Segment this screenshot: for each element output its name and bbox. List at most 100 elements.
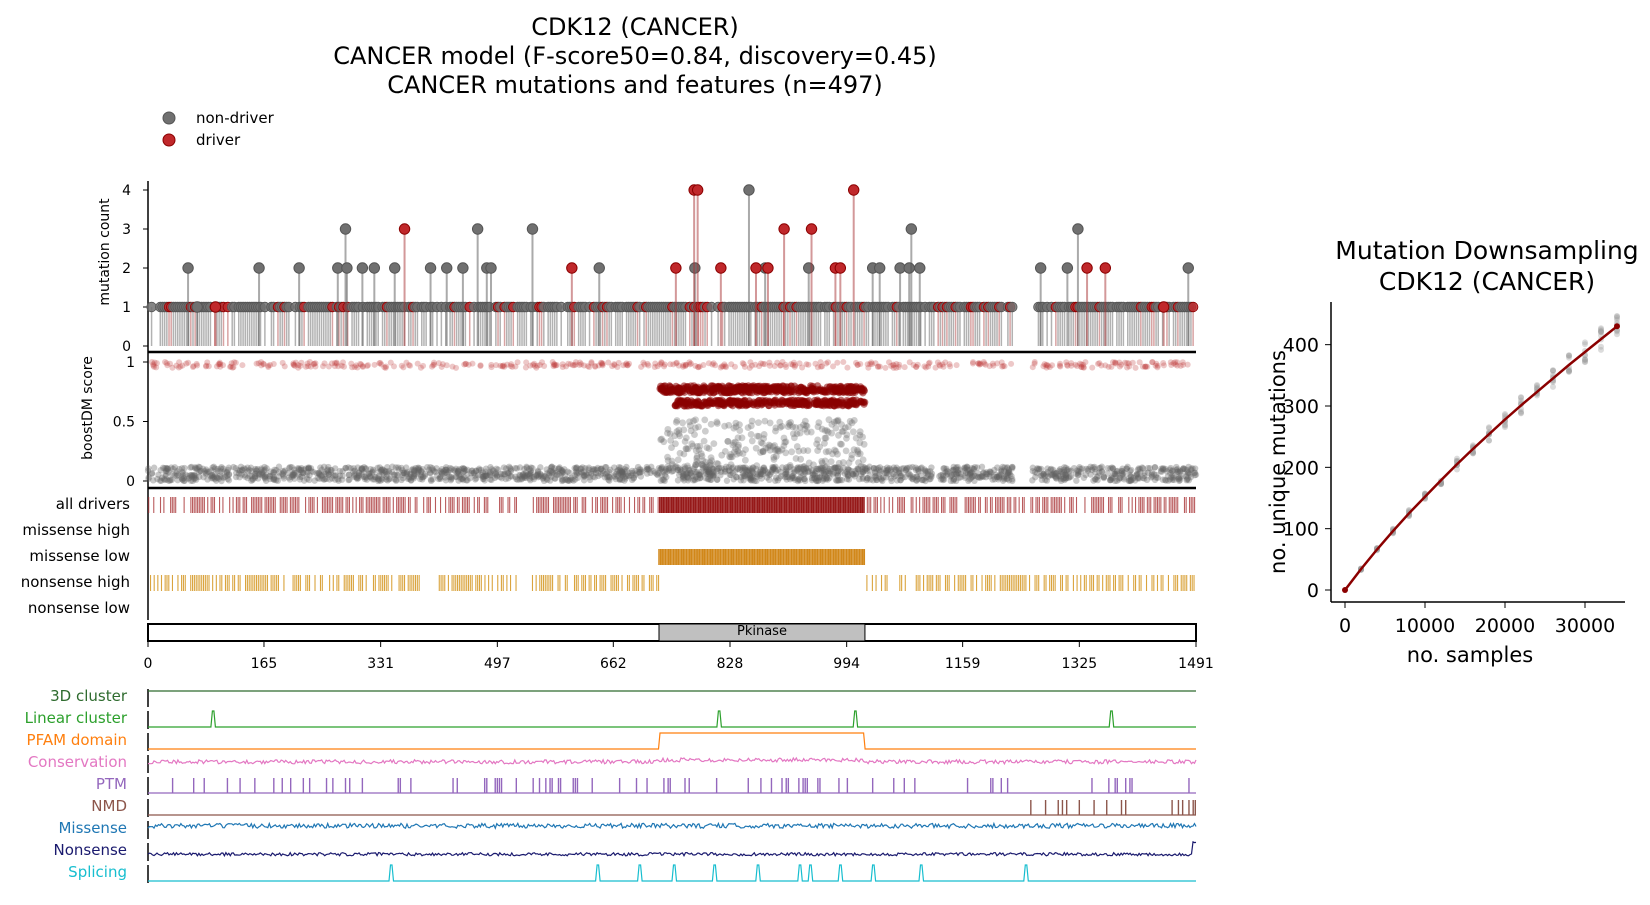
boostdm-non-driver-point [354, 475, 361, 483]
lollipop-non-driver-marker [1182, 262, 1194, 274]
boostdm-non-driver-point [747, 422, 755, 430]
boostdm-driver-point [435, 360, 442, 367]
boostdm-non-driver-point [761, 417, 769, 425]
boostdm-non-driver-point [873, 476, 880, 484]
boostdm-non-driver-point [286, 476, 294, 483]
boostdm-non-driver-point [1050, 470, 1057, 478]
boostdm-driver-point [970, 359, 977, 366]
boostdm-non-driver-point [1134, 466, 1142, 474]
boostdm-non-driver-point [471, 472, 479, 479]
boostdm-non-driver-point [519, 471, 527, 478]
boostdm-non-driver-point [214, 474, 221, 481]
boostdm-non-driver-point [437, 475, 444, 483]
boostdm-non-driver-point [298, 473, 305, 480]
boostdm-non-driver-point [1118, 467, 1125, 475]
boostdm-non-driver-point [900, 464, 907, 472]
boostdm-driver-point [1154, 364, 1161, 371]
boostdm-non-driver-point [1089, 464, 1097, 471]
boostdm-non-driver-point [472, 475, 480, 482]
boostdm-non-driver-point [167, 476, 174, 483]
boostdm-non-driver-point [792, 455, 800, 462]
boostdm-non-driver-point [818, 457, 826, 465]
boostdm-non-driver-point [410, 466, 418, 474]
boostdm-non-driver-point [835, 459, 843, 467]
boostdm-non-driver-point [209, 473, 216, 480]
boostdm-non-driver-point [702, 465, 710, 472]
boostdm-non-driver-point [1048, 472, 1055, 479]
boostdm-non-driver-point [779, 464, 786, 471]
feature-line-pfam-domain [148, 732, 1196, 750]
boostdm-non-driver-point [257, 470, 264, 477]
boostdm-non-driver-point [412, 464, 419, 472]
boostdm-non-driver-point [827, 458, 835, 466]
boostdm-non-driver-point [390, 471, 398, 478]
lollipop-driver-marker [209, 301, 222, 313]
boostdm-non-driver-point [657, 477, 665, 484]
boostdm-driver-point [292, 359, 299, 366]
lollipop-driver-marker [1081, 262, 1093, 274]
boostdm-non-driver-point [797, 463, 804, 471]
boostdm-non-driver-point [369, 468, 377, 475]
boostdm-non-driver-point [1126, 471, 1134, 479]
boostdm-driver-point [383, 363, 390, 370]
feature-track-label: 3D cluster [50, 687, 128, 705]
boostdm-non-driver-point [1185, 463, 1192, 471]
boostdm-non-driver-point [1073, 477, 1080, 484]
boostdm-non-driver-point [375, 477, 382, 485]
boostdm-non-driver-point [714, 460, 722, 468]
boostdm-non-driver-point [907, 474, 915, 481]
boostdm-non-driver-point [787, 418, 795, 426]
boostdm-non-driver-point [1091, 463, 1098, 471]
boostdm-driver-point [1001, 363, 1008, 370]
boostdm-non-driver-point [362, 474, 370, 481]
boostdm-non-driver-point [838, 421, 845, 429]
boostdm-non-driver-point [679, 419, 686, 427]
boostdm-non-driver-point [937, 472, 945, 479]
boostdm-non-driver-point [453, 473, 460, 481]
position-x-tick-label: 497 [484, 656, 511, 672]
boostdm-driver-point [497, 362, 504, 369]
boostdm-non-driver-point [774, 477, 782, 484]
boostdm-non-driver-point [966, 470, 974, 477]
boostdm-non-driver-point [927, 475, 934, 483]
boostdm-non-driver-point [1059, 470, 1066, 477]
boostdm-non-driver-point [533, 472, 540, 480]
boostdm-non-driver-point [385, 469, 393, 476]
boostdm-driver-point [953, 362, 960, 369]
lollipop-non-driver-marker [1061, 262, 1074, 274]
boostdm-non-driver-point [881, 469, 888, 477]
boostdm-non-driver-point [1072, 470, 1080, 477]
boostdm-non-driver-point [507, 472, 514, 480]
boostdm-non-driver-point [600, 470, 607, 477]
boostdm-non-driver-point [472, 476, 479, 483]
boostdm-non-driver-point [813, 440, 821, 448]
boostdm-driver-point [868, 359, 875, 366]
boostdm-non-driver-point [331, 472, 339, 479]
boostdm-non-driver-point [384, 477, 391, 484]
boostdm-non-driver-point [791, 474, 798, 481]
boostdm-non-driver-point [164, 465, 171, 472]
feature-track-label: Linear cluster [25, 709, 128, 727]
boostdm-non-driver-point [708, 457, 716, 465]
boostdm-driver-point [321, 360, 328, 367]
boostdm-non-driver-point [1191, 471, 1199, 479]
lollipop-non-driver-marker [293, 262, 305, 274]
boostdm-non-driver-point [1051, 470, 1058, 478]
boostdm-non-driver-point [1000, 467, 1008, 474]
boostdm-non-driver-point [726, 467, 733, 475]
boostdm-non-driver-point [734, 465, 741, 473]
boostdm-non-driver-point [829, 471, 837, 478]
boostdm-driver-point [674, 398, 682, 406]
boostdm-non-driver-point [178, 476, 186, 483]
boostdm-non-driver-point [859, 463, 867, 470]
boostdm-non-driver-point [814, 465, 821, 473]
boostdm-non-driver-point [788, 448, 796, 456]
boostdm-non-driver-point [855, 459, 862, 467]
domain-track: 0 165 331 497 662 828 994 1159 1325 1491 [144, 623, 1214, 672]
main-title-line-3: CANCER mutations and features (n=497) [387, 71, 883, 99]
boostdm-non-driver-point [672, 418, 680, 426]
boostdm-non-driver-point [571, 464, 578, 472]
boostdm-non-driver-point [822, 476, 830, 483]
boostdm-non-driver-point [516, 472, 524, 479]
boostdm-non-driver-point [406, 475, 413, 482]
